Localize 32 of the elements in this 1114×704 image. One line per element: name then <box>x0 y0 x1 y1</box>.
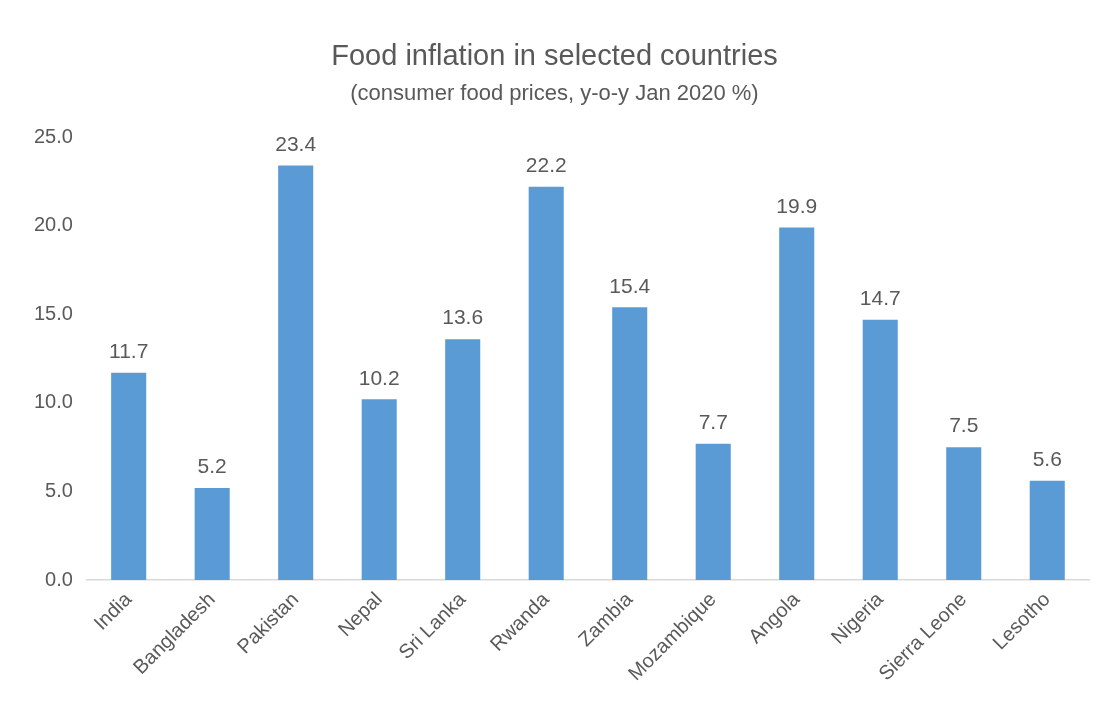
bar <box>361 399 397 581</box>
data-label: 7.7 <box>698 409 728 433</box>
data-label: 10.2 <box>358 365 400 389</box>
data-label: 11.7 <box>109 339 149 363</box>
bar <box>528 186 564 581</box>
bar <box>695 443 731 581</box>
data-label: 5.2 <box>197 454 227 478</box>
bar <box>194 487 230 581</box>
y-tick-label: 20.0 <box>33 213 73 236</box>
y-tick-label: 25.0 <box>33 124 73 147</box>
bar <box>779 227 815 581</box>
data-label: 14.7 <box>859 285 901 309</box>
y-tick-label: 5.0 <box>45 479 73 501</box>
data-label: 15.4 <box>609 273 651 297</box>
data-label: 19.9 <box>776 193 818 217</box>
data-label: 22.2 <box>525 153 567 177</box>
data-label: 5.6 <box>1032 447 1062 471</box>
data-label: 23.4 <box>275 131 317 155</box>
bar <box>445 339 481 581</box>
y-tick-label: 0.0 <box>45 567 73 590</box>
bar <box>1029 480 1065 581</box>
bar <box>111 372 147 581</box>
bar <box>278 165 314 581</box>
chart-title: Food inflation in selected countries <box>331 39 778 72</box>
data-label: 13.6 <box>442 305 484 329</box>
y-tick-label: 10.0 <box>33 390 73 413</box>
bar <box>862 319 898 581</box>
y-tick-label: 15.0 <box>33 301 73 324</box>
bar <box>612 307 648 581</box>
data-label: 7.5 <box>949 413 979 437</box>
chart-subtitle: (consumer food prices, y-o-y Jan 2020 %) <box>350 80 759 106</box>
bar <box>946 447 982 581</box>
